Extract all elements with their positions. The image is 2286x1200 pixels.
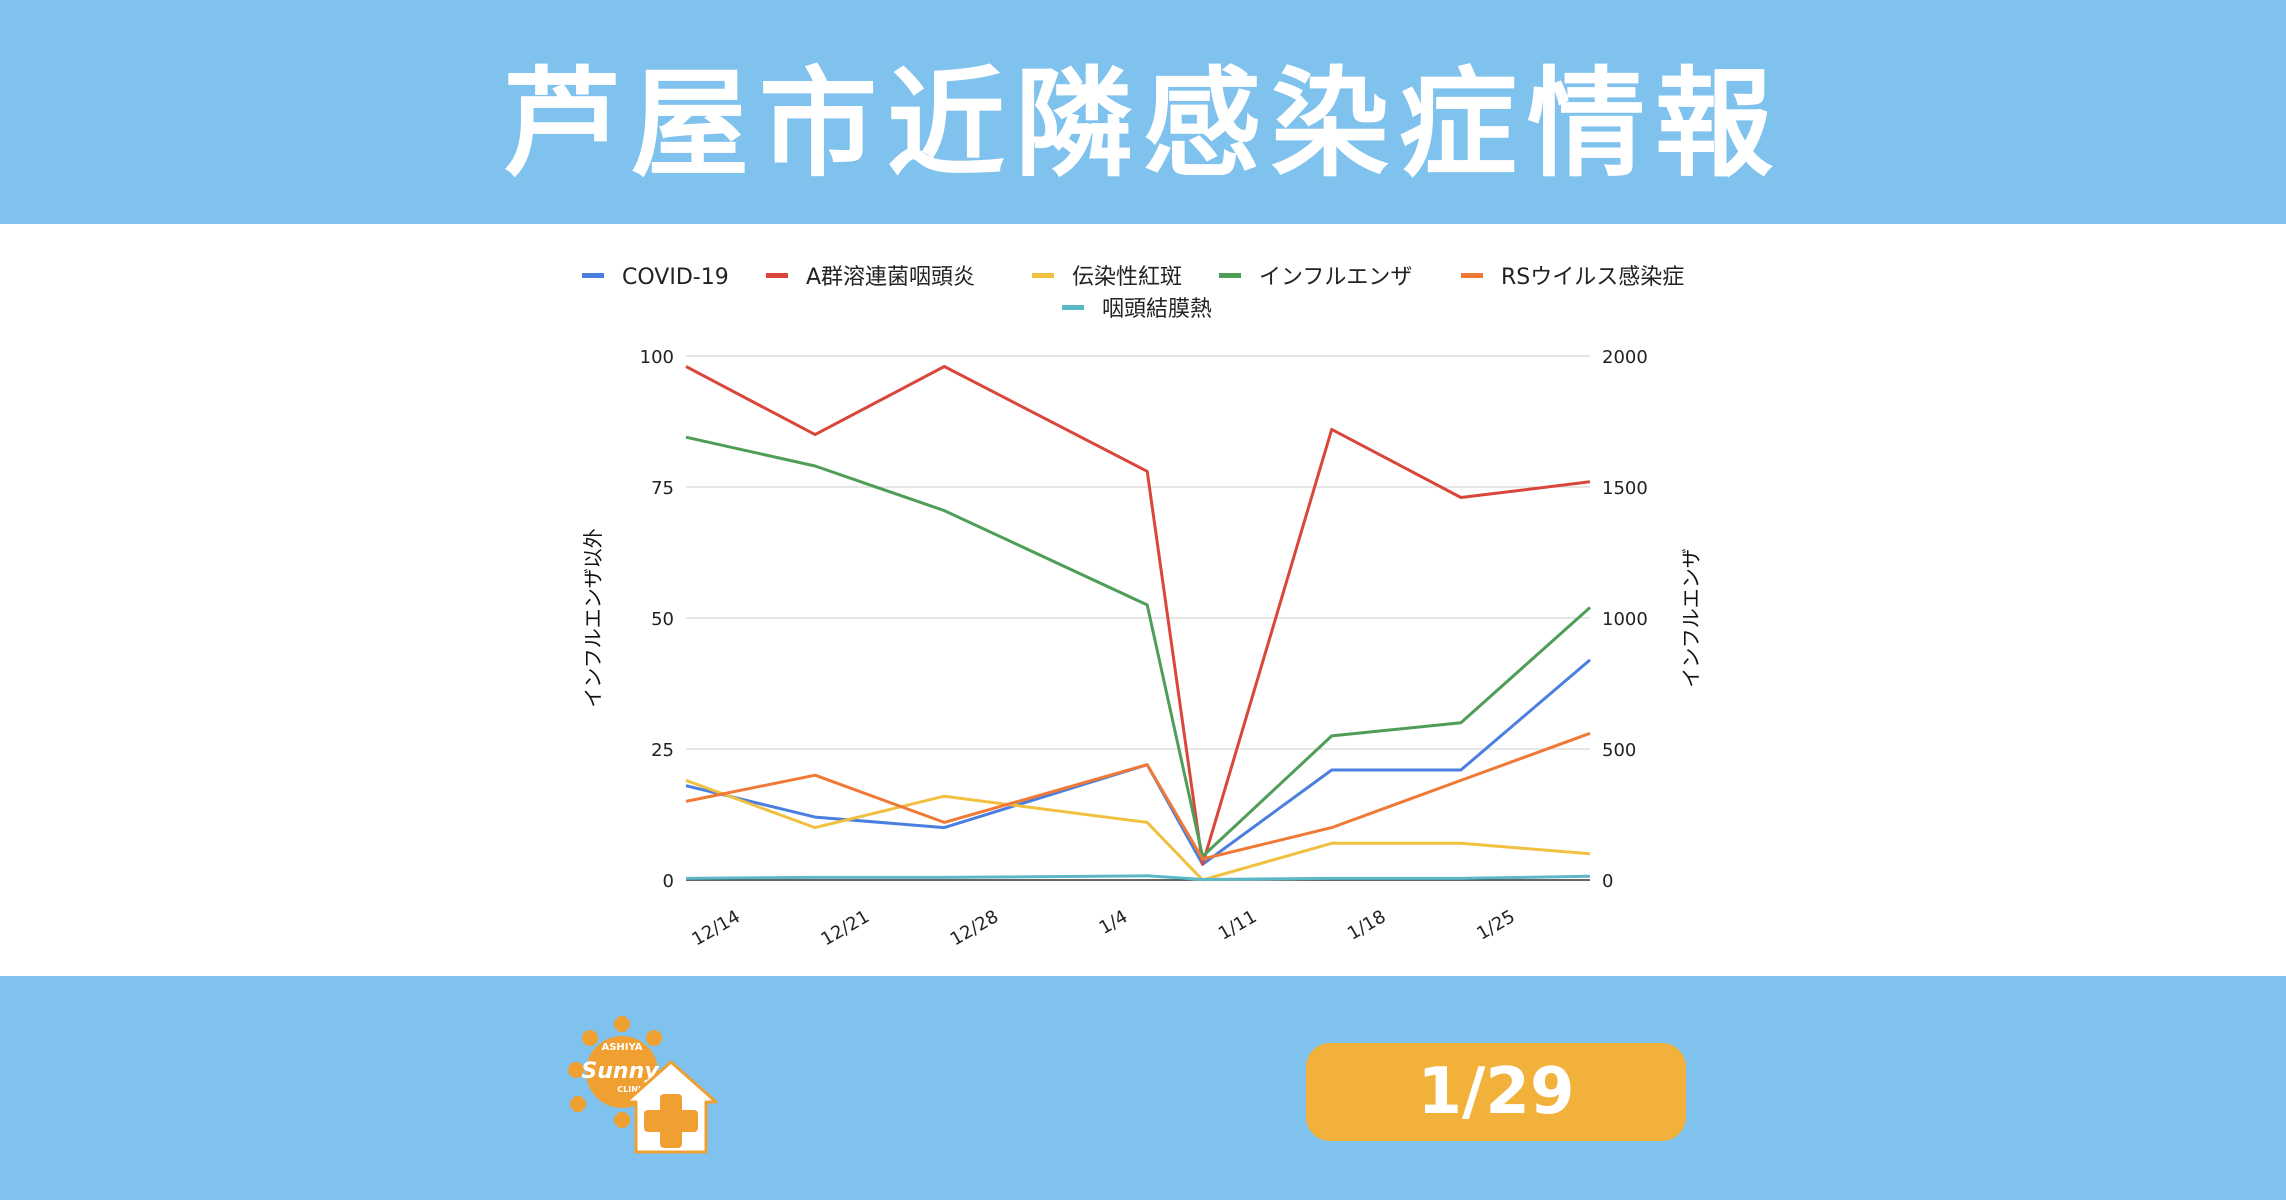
x-tick-label: 1/4 — [1096, 906, 1132, 939]
y-left-tick-label: 0 — [663, 871, 674, 892]
legend-swatch — [1219, 273, 1241, 278]
legend-swatch — [1032, 273, 1054, 278]
legend-label: 伝染性紅斑 — [1072, 265, 1182, 290]
legend-label: COVID-19 — [622, 265, 729, 290]
logo-text-bottom: CLINIC — [617, 1085, 647, 1094]
series-line — [685, 778, 1591, 882]
legend-swatch — [582, 273, 604, 278]
house-icon — [624, 1060, 718, 1154]
y-right-tick-label: 2000 — [1602, 347, 1648, 368]
legend-label: A群溶連菌咽頭炎 — [806, 265, 975, 290]
chart-panel: 0 0 25 500 50 1000 75 1500 100 2000 12/14 12/21 12/2… — [0, 224, 2286, 976]
y-axis-left-label: インフルエンザ以外 — [581, 528, 605, 707]
legend-swatch — [1062, 305, 1084, 310]
legend-swatch — [1461, 273, 1483, 278]
line-chart: 0 0 25 500 50 1000 75 1500 100 2000 12/14 12/21 12/2… — [581, 265, 1703, 950]
series-line — [685, 435, 1591, 858]
y-left-tick-label: 75 — [651, 478, 674, 499]
x-tick-label: 12/14 — [688, 906, 743, 950]
x-tick-label: 12/28 — [947, 906, 1002, 950]
y-left-tick-label: 100 — [640, 347, 674, 368]
x-tick-label: 1/25 — [1473, 906, 1519, 944]
legend-label: RSウイルス感染症 — [1501, 265, 1684, 290]
header-banner: 芦屋市近隣感染症情報 — [0, 0, 2286, 222]
legend-label: インフルエンザ — [1259, 265, 1412, 290]
y-right-tick-label: 500 — [1602, 740, 1636, 761]
y-right-tick-label: 1500 — [1602, 478, 1648, 499]
page-title: 芦屋市近隣感染症情報 — [502, 55, 1783, 193]
date-badge: 1/29 — [1306, 1043, 1686, 1141]
y-right-tick-label: 1000 — [1602, 609, 1648, 630]
series-line — [685, 731, 1591, 861]
sun-rays — [568, 1016, 662, 1128]
series-line — [685, 874, 1591, 881]
series-line — [685, 658, 1591, 866]
y-left-tick-label: 50 — [651, 609, 674, 630]
logo-text-top: ASHIYA — [601, 1042, 642, 1053]
y-axis-right-label: インフルエンザ — [1679, 548, 1703, 687]
x-tick-label: 12/21 — [818, 906, 873, 950]
x-tick-label: 1/18 — [1344, 906, 1390, 944]
footer-banner — [0, 976, 2286, 1200]
y-right-tick-label: 0 — [1602, 871, 1613, 892]
y-left-tick-label: 25 — [651, 740, 674, 761]
logo-text-main: Sunny — [581, 1059, 660, 1084]
x-tick-label: 1/11 — [1215, 906, 1261, 944]
clinic-logo: ASHIYA Sunny CLINIC — [568, 1016, 718, 1154]
legend-swatch — [766, 273, 788, 278]
series-line — [685, 365, 1591, 866]
legend-label: 咽頭結膜熱 — [1102, 297, 1212, 322]
